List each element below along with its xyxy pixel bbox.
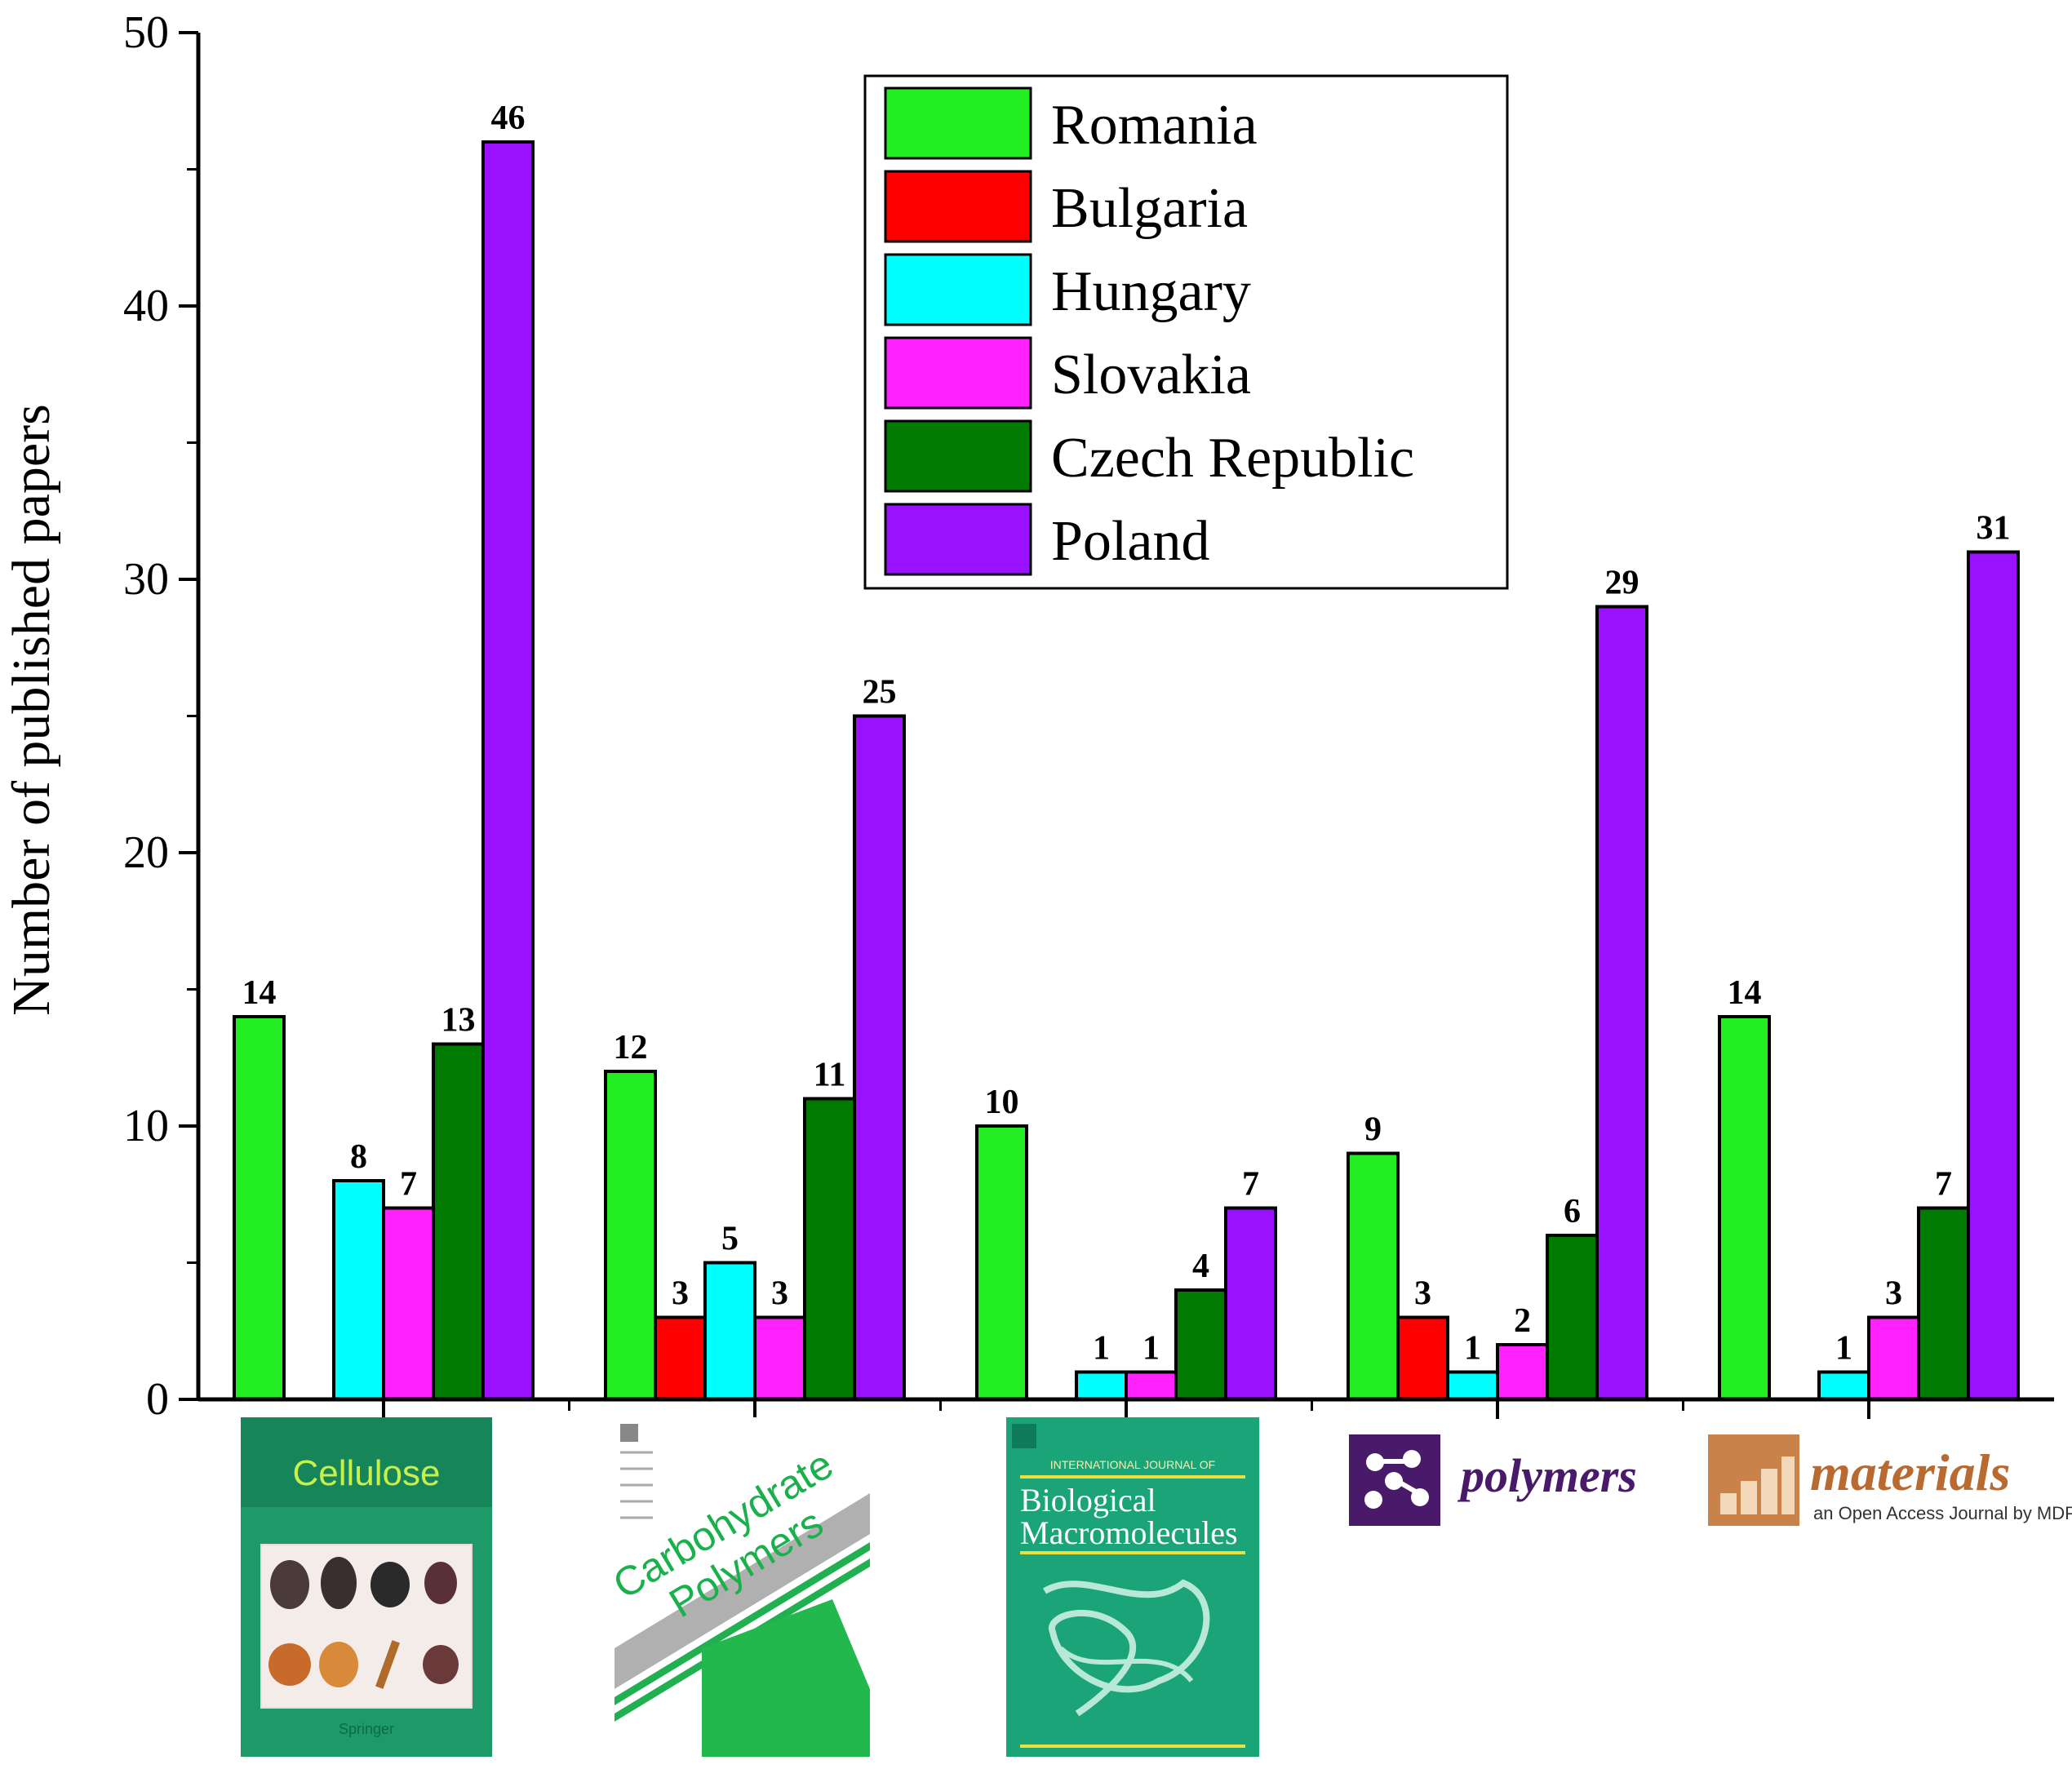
legend-swatch-bulgaria: [884, 170, 1032, 243]
bar-materials-slovakia: [1867, 1315, 1920, 1401]
bar-materials-romania: [1718, 1015, 1771, 1401]
legend-label-romania: Romania: [1051, 94, 1258, 157]
bar-cellulose-romania: [233, 1015, 286, 1401]
legend-label-czech-republic: Czech Republic: [1051, 427, 1414, 490]
bar-biological-macromolecules-romania: [975, 1124, 1028, 1401]
legend-label-poland: Poland: [1051, 510, 1209, 573]
bar-polymers-poland: [1595, 605, 1648, 1401]
data-label-polymers-slovakia: 2: [1514, 1302, 1531, 1340]
legend-swatch-romania: [884, 86, 1032, 160]
data-label-polymers-romania: 9: [1364, 1111, 1382, 1149]
y-tick-label: 30: [123, 554, 169, 605]
bar-cellulose-slovakia: [382, 1206, 435, 1401]
data-label-cellulose-poland: 46: [491, 100, 526, 137]
bar-cellulose-hungary: [332, 1179, 385, 1401]
biological-macromolecules-journal-cover: INTERNATIONAL JOURNAL OF Biological Macr…: [1006, 1417, 1259, 1757]
bar-polymers-bulgaria: [1396, 1315, 1449, 1401]
legend-swatch-poland: [884, 503, 1032, 576]
cellulose-journal-cover: Cellulose Springer: [241, 1417, 492, 1757]
data-label-polymers-czech-republic: 6: [1564, 1193, 1581, 1230]
bar-cellulose-czech-republic: [432, 1042, 485, 1401]
bar-materials-czech-republic: [1917, 1206, 1970, 1401]
bar-carbohydrate-polymers-czech-republic: [803, 1097, 856, 1401]
bar-biological-macromolecules-czech-republic: [1174, 1288, 1227, 1401]
data-label-carbohydrate-polymers-slovakia: 3: [771, 1275, 788, 1313]
legend: Romania Bulgaria Hungary Slovakia Czech Repu…: [863, 74, 1509, 590]
x-ticks-layer: [382, 1399, 1870, 1419]
biological-macromolecules-header: INTERNATIONAL JOURNAL OF: [1050, 1458, 1216, 1471]
data-label-biological-macromolecules-hungary: 1: [1093, 1330, 1110, 1368]
y-tick-label: 50: [123, 7, 169, 58]
polymers-logo-text: polymers: [1457, 1449, 1637, 1502]
bars-layer: [233, 140, 2020, 1401]
data-label-polymers-bulgaria: 3: [1414, 1275, 1431, 1313]
y-tick-label: 40: [123, 281, 169, 331]
data-label-cellulose-slovakia: 7: [400, 1166, 417, 1204]
data-label-materials-slovakia: 3: [1885, 1275, 1902, 1313]
materials-logo-text: materials: [1810, 1443, 2010, 1501]
biological-macromolecules-title-line1: Biological: [1020, 1482, 1156, 1519]
data-label-carbohydrate-polymers-bulgaria: 3: [672, 1275, 689, 1313]
data-label-carbohydrate-polymers-romania: 12: [614, 1029, 648, 1066]
data-label-biological-macromolecules-czech-republic: 4: [1192, 1248, 1209, 1285]
data-label-cellulose-czech-republic: 13: [441, 1002, 476, 1040]
bar-carbohydrate-polymers-bulgaria: [654, 1315, 707, 1401]
bar-carbohydrate-polymers-poland: [853, 714, 906, 1401]
bar-cellulose-poland: [481, 140, 535, 1401]
y-ticks-layer: 0 10 20 30 40 50: [123, 7, 198, 1425]
data-label-polymers-hungary: 1: [1464, 1330, 1481, 1368]
bar-polymers-slovakia: [1496, 1343, 1549, 1401]
carbohydrate-polymers-journal-cover: Carbohydrate Polymers: [606, 1417, 870, 1757]
bar-polymers-hungary: [1446, 1370, 1499, 1401]
bar-polymers-czech-republic: [1546, 1234, 1599, 1401]
data-label-biological-macromolecules-slovakia: 1: [1142, 1330, 1160, 1368]
materials-journal-logo: materials an Open Access Journal by MDPI: [1708, 1434, 2072, 1526]
data-label-carbohydrate-polymers-hungary: 5: [721, 1221, 739, 1258]
bar-carbohydrate-polymers-hungary: [703, 1261, 756, 1401]
polymers-journal-logo: polymers: [1349, 1434, 1637, 1526]
bar-carbohydrate-polymers-romania: [604, 1070, 657, 1401]
data-label-materials-romania: 14: [1728, 974, 1762, 1012]
data-label-cellulose-hungary: 8: [350, 1138, 367, 1176]
legend-box: [863, 74, 1509, 590]
bar-biological-macromolecules-poland: [1224, 1206, 1277, 1401]
data-label-carbohydrate-polymers-poland: 25: [863, 674, 897, 712]
y-tick-label: 10: [123, 1101, 169, 1151]
data-label-carbohydrate-polymers-czech-republic: 11: [814, 1057, 846, 1094]
data-label-biological-macromolecules-poland: 7: [1242, 1166, 1259, 1204]
y-tick-label: 0: [146, 1374, 169, 1425]
cellulose-cover-title: Cellulose: [293, 1453, 441, 1493]
bar-carbohydrate-polymers-slovakia: [753, 1315, 806, 1401]
legend-label-bulgaria: Bulgaria: [1051, 177, 1248, 240]
legend-label-slovakia: Slovakia: [1051, 344, 1251, 406]
bar-biological-macromolecules-hungary: [1075, 1370, 1128, 1401]
legend-swatch-czech-republic: [884, 419, 1032, 493]
data-label-cellulose-romania: 14: [242, 974, 277, 1012]
legend-items: Romania Bulgaria Hungary Slovakia Czech Repu…: [884, 86, 1414, 576]
bar-materials-hungary: [1817, 1370, 1870, 1401]
data-label-biological-macromolecules-romania: 10: [985, 1084, 1019, 1121]
biological-macromolecules-title-line2: Macromolecules: [1020, 1514, 1238, 1551]
y-tick-label: 20: [123, 827, 169, 878]
legend-swatch-hungary: [884, 253, 1032, 326]
data-label-materials-czech-republic: 7: [1935, 1166, 1952, 1204]
data-label-polymers-poland: 29: [1605, 565, 1639, 602]
bar-polymers-romania: [1347, 1151, 1400, 1401]
legend-swatch-slovakia: [884, 336, 1032, 410]
svg-text:Springer: Springer: [339, 1721, 394, 1737]
bar-biological-macromolecules-slovakia: [1125, 1370, 1178, 1401]
data-label-materials-poland: 31: [1977, 510, 2011, 548]
bar-materials-poland: [1967, 550, 2020, 1401]
legend-label-hungary: Hungary: [1051, 260, 1251, 323]
y-axis-title: Number of published papers: [2, 404, 61, 1016]
materials-logo-subtitle: an Open Access Journal by MDPI: [1813, 1503, 2072, 1523]
data-label-materials-hungary: 1: [1835, 1330, 1852, 1368]
